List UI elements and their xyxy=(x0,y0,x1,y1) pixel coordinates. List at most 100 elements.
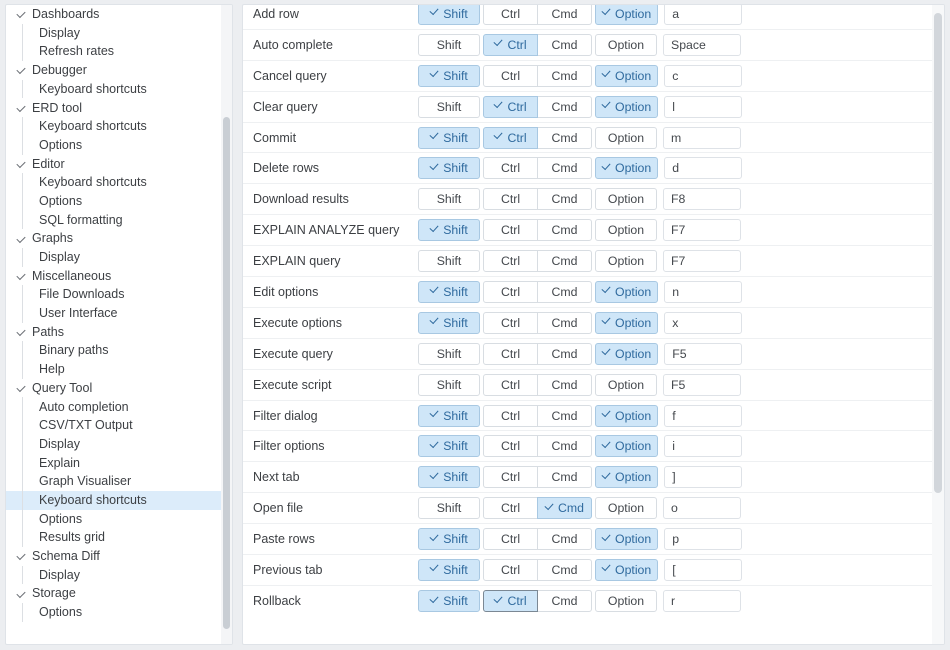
shift-toggle[interactable]: Shift xyxy=(418,373,480,396)
cmd-toggle[interactable]: Cmd xyxy=(537,188,592,211)
cmd-toggle[interactable]: Cmd xyxy=(537,342,592,365)
sidebar-item-query-tool-options[interactable]: Options xyxy=(6,510,232,529)
cmd-toggle[interactable]: Cmd xyxy=(537,5,592,25)
sidebar-item-debugger-keyboard-shortcuts[interactable]: Keyboard shortcuts xyxy=(6,80,232,99)
ctrl-toggle[interactable]: Ctrl xyxy=(483,466,538,489)
ctrl-toggle[interactable]: Ctrl xyxy=(483,404,538,427)
ctrl-toggle[interactable]: Ctrl xyxy=(483,157,538,180)
cmd-toggle[interactable]: Cmd xyxy=(537,558,592,581)
cmd-toggle[interactable]: Cmd xyxy=(537,590,592,613)
cmd-toggle[interactable]: Cmd xyxy=(537,64,592,87)
shift-toggle[interactable]: Shift xyxy=(418,528,480,551)
shift-toggle[interactable]: Shift xyxy=(418,64,480,87)
shift-toggle[interactable]: Shift xyxy=(418,33,480,56)
shift-toggle[interactable]: Shift xyxy=(418,466,480,489)
ctrl-toggle[interactable]: Ctrl xyxy=(483,33,538,56)
option-toggle[interactable]: Option xyxy=(595,219,657,242)
shortcut-key-input[interactable] xyxy=(664,404,743,427)
sidebar-item-miscellaneous-file-downloads[interactable]: File Downloads xyxy=(6,285,232,304)
sidebar-item-query-tool-explain[interactable]: Explain xyxy=(6,454,232,473)
sidebar-item-query-tool-graph-visualiser[interactable]: Graph Visualiser xyxy=(6,472,232,491)
shortcut-key-input[interactable] xyxy=(663,250,741,273)
shift-toggle[interactable]: Shift xyxy=(418,219,480,242)
chevron-down-icon[interactable] xyxy=(15,550,28,563)
cmd-toggle[interactable]: Cmd xyxy=(537,404,592,427)
sidebar-item-dashboards-display[interactable]: Display xyxy=(6,24,232,43)
sidebar-item-paths-help[interactable]: Help xyxy=(6,360,232,379)
ctrl-toggle[interactable]: Ctrl xyxy=(483,5,538,25)
shortcut-key-input[interactable] xyxy=(664,95,743,118)
chevron-down-icon[interactable] xyxy=(15,587,28,600)
sidebar-item-query-tool[interactable]: Query Tool xyxy=(6,379,232,398)
chevron-down-icon[interactable] xyxy=(15,157,28,170)
cmd-toggle[interactable]: Cmd xyxy=(537,466,592,489)
shortcut-key-input[interactable] xyxy=(663,188,741,211)
sidebar-item-editor-options[interactable]: Options xyxy=(6,192,232,211)
option-toggle[interactable]: Option xyxy=(595,64,659,87)
option-toggle[interactable]: Option xyxy=(595,404,659,427)
ctrl-toggle[interactable]: Ctrl xyxy=(483,497,538,520)
sidebar-item-paths[interactable]: Paths xyxy=(6,323,232,342)
cmd-toggle[interactable]: Cmd xyxy=(537,497,592,520)
shift-toggle[interactable]: Shift xyxy=(418,435,480,458)
ctrl-toggle[interactable]: Ctrl xyxy=(483,280,538,303)
shortcut-key-input[interactable] xyxy=(663,373,741,396)
shortcut-key-input[interactable] xyxy=(664,311,743,334)
cmd-toggle[interactable]: Cmd xyxy=(537,33,592,56)
ctrl-toggle[interactable]: Ctrl xyxy=(483,126,538,149)
sidebar-item-query-tool-csv-txt-output[interactable]: CSV/TXT Output xyxy=(6,416,232,435)
ctrl-toggle[interactable]: Ctrl xyxy=(483,373,538,396)
shortcut-key-input[interactable] xyxy=(663,33,741,56)
ctrl-toggle[interactable]: Ctrl xyxy=(483,558,538,581)
sidebar-item-storage[interactable]: Storage xyxy=(6,584,232,603)
cmd-toggle[interactable]: Cmd xyxy=(537,126,592,149)
ctrl-toggle[interactable]: Ctrl xyxy=(483,342,538,365)
shortcut-key-input[interactable] xyxy=(663,590,741,613)
sidebar-item-erd-tool-keyboard-shortcuts[interactable]: Keyboard shortcuts xyxy=(6,117,232,136)
chevron-down-icon[interactable] xyxy=(15,382,28,395)
shift-toggle[interactable]: Shift xyxy=(418,157,480,180)
sidebar-item-storage-options[interactable]: Options xyxy=(6,603,232,622)
shortcut-key-input[interactable] xyxy=(664,528,743,551)
sidebar-scrollbar-thumb[interactable] xyxy=(223,117,230,629)
shortcut-key-input[interactable] xyxy=(664,64,743,87)
shortcut-key-input[interactable] xyxy=(663,497,741,520)
shortcut-key-input[interactable] xyxy=(664,435,743,458)
cmd-toggle[interactable]: Cmd xyxy=(537,95,592,118)
sidebar-item-editor-keyboard-shortcuts[interactable]: Keyboard shortcuts xyxy=(6,173,232,192)
shortcut-key-input[interactable] xyxy=(664,558,743,581)
sidebar-item-editor-sql-formatting[interactable]: SQL formatting xyxy=(6,211,232,230)
sidebar-item-erd-tool[interactable]: ERD tool xyxy=(6,98,232,117)
shortcut-key-input[interactable] xyxy=(664,466,743,489)
shortcuts-scrollbar-track[interactable] xyxy=(932,5,944,644)
shift-toggle[interactable]: Shift xyxy=(418,5,480,25)
option-toggle[interactable]: Option xyxy=(595,558,659,581)
sidebar-item-graphs[interactable]: Graphs xyxy=(6,229,232,248)
option-toggle[interactable]: Option xyxy=(595,95,659,118)
shift-toggle[interactable]: Shift xyxy=(418,280,480,303)
sidebar-item-schema-diff-display[interactable]: Display xyxy=(6,566,232,585)
shift-toggle[interactable]: Shift xyxy=(418,311,480,334)
chevron-down-icon[interactable] xyxy=(15,232,28,245)
shortcut-key-input[interactable] xyxy=(664,5,743,25)
ctrl-toggle[interactable]: Ctrl xyxy=(483,188,538,211)
sidebar-item-query-tool-results-grid[interactable]: Results grid xyxy=(6,528,232,547)
option-toggle[interactable]: Option xyxy=(595,250,657,273)
option-toggle[interactable]: Option xyxy=(595,188,657,211)
chevron-down-icon[interactable] xyxy=(15,8,28,21)
sidebar-item-dashboards-refresh-rates[interactable]: Refresh rates xyxy=(6,42,232,61)
chevron-down-icon[interactable] xyxy=(15,326,28,339)
cmd-toggle[interactable]: Cmd xyxy=(537,311,592,334)
shortcut-key-input[interactable] xyxy=(663,126,741,149)
sidebar-scrollbar-track[interactable] xyxy=(221,5,232,644)
ctrl-toggle[interactable]: Ctrl xyxy=(483,64,538,87)
shift-toggle[interactable]: Shift xyxy=(418,497,480,520)
shortcut-key-input[interactable] xyxy=(664,157,743,180)
sidebar-item-editor[interactable]: Editor xyxy=(6,155,232,174)
ctrl-toggle[interactable]: Ctrl xyxy=(483,311,538,334)
shift-toggle[interactable]: Shift xyxy=(418,590,480,613)
shortcut-key-input[interactable] xyxy=(663,219,741,242)
sidebar-item-schema-diff[interactable]: Schema Diff xyxy=(6,547,232,566)
shift-toggle[interactable]: Shift xyxy=(418,558,480,581)
